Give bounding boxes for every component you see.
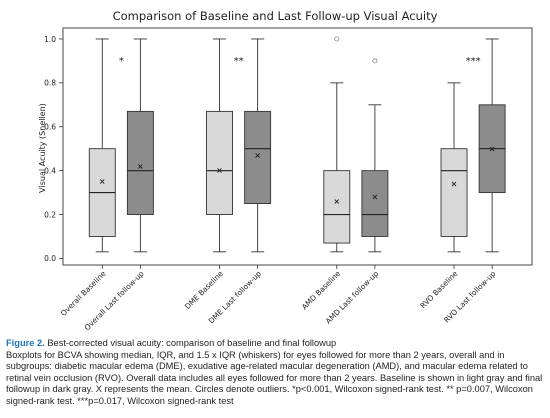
box-iqr <box>206 110 233 215</box>
significance-marker: ** <box>234 56 244 67</box>
mean-marker: × <box>254 151 261 160</box>
y-axis-label: Visual Acuity (Snellen) <box>38 103 47 193</box>
boxplot-chart: Comparison of Baseline and Last Follow-u… <box>38 9 533 332</box>
plot-frame <box>62 27 533 266</box>
figure-caption: Figure 2. Best-corrected visual acuity: … <box>6 338 544 408</box>
box-iqr <box>361 170 389 237</box>
significance-marker: *** <box>466 56 481 67</box>
y-tick-label: 1.0 <box>44 35 56 44</box>
box-iqr <box>440 148 468 237</box>
significance-marker: * <box>119 56 124 67</box>
mean-marker: × <box>333 197 340 206</box>
caption-figure-label: Figure 2. <box>6 338 45 348</box>
y-tick-label: 0.6 <box>44 123 56 132</box>
y-tick-label: 0.4 <box>44 166 56 175</box>
x-tick-label: AMD Baseline <box>300 269 343 312</box>
x-tick-label: DME Baseline <box>183 269 225 311</box>
caption-body: Boxplots for BCVA showing median, IQR, a… <box>6 349 543 406</box>
outlier-point <box>334 36 340 42</box>
mean-marker: × <box>137 162 144 171</box>
caption-heading-line: Figure 2. Best-corrected visual acuity: … <box>6 338 544 350</box>
caption-heading: Best-corrected visual acuity: comparison… <box>47 338 337 348</box>
mean-marker: × <box>451 179 458 188</box>
plot-area: 0.00.20.40.60.81.0×Overall Baseline×Over… <box>44 27 533 332</box>
box-iqr <box>126 110 154 215</box>
box-iqr <box>244 110 272 205</box>
y-tick-label: 0.0 <box>44 254 56 263</box>
y-tick-label: 0.8 <box>44 79 56 88</box>
y-tick-label: 0.2 <box>44 210 56 219</box>
outlier-point <box>372 58 378 64</box>
mean-marker: × <box>372 193 379 202</box>
box-iqr <box>323 170 351 244</box>
mean-marker: × <box>489 144 496 153</box>
chart-title: Comparison of Baseline and Last Follow-u… <box>113 9 438 23</box>
mean-marker: × <box>216 166 223 175</box>
mean-marker: × <box>99 177 106 186</box>
x-tick-label: RVO Baseline <box>418 269 459 310</box>
